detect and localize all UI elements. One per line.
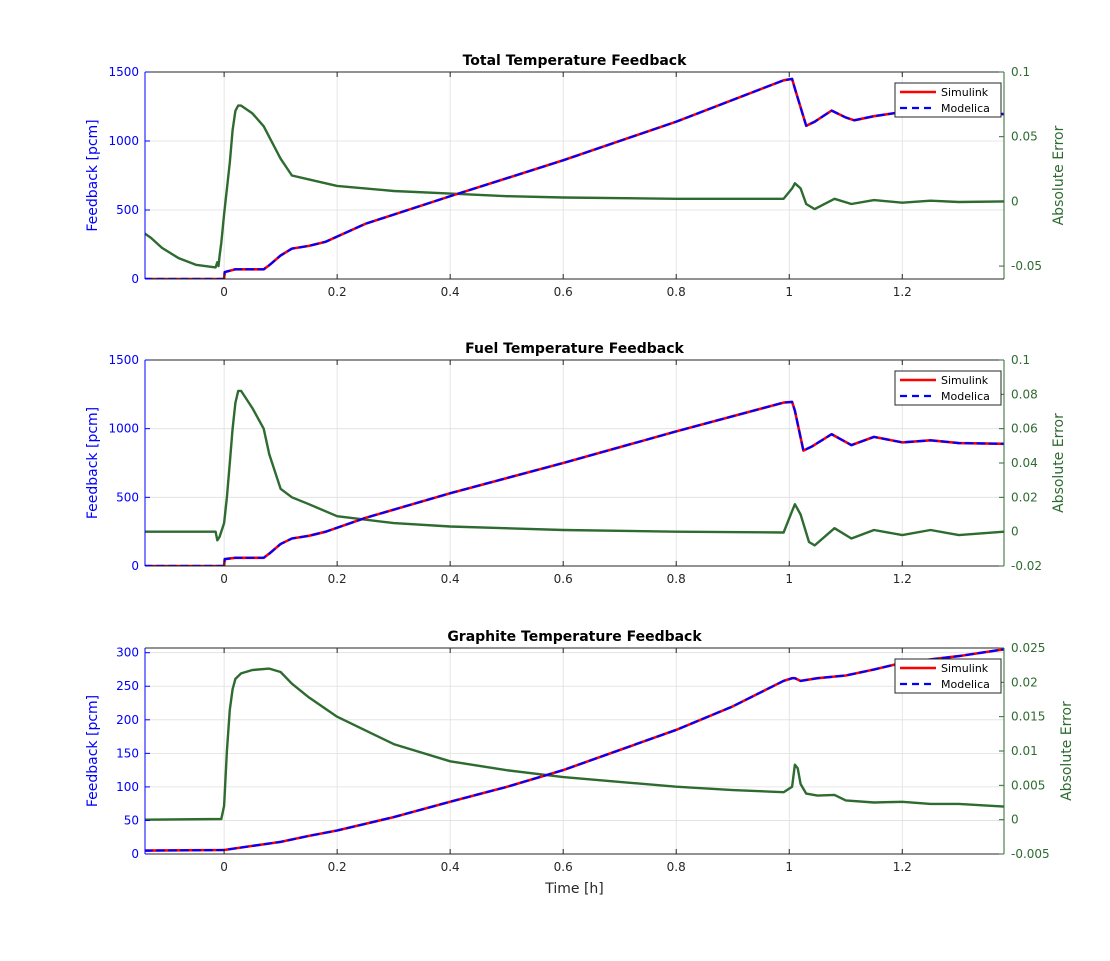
y-tick-label-left: 1500 <box>108 353 139 367</box>
y-tick-label-left: 50 <box>124 813 139 827</box>
y-tick-label-left: 0 <box>131 559 139 573</box>
x-tick-label: 0.8 <box>667 860 686 874</box>
y-tick-label-right: 0.04 <box>1011 456 1038 470</box>
y-tick-label-left: 500 <box>116 203 139 217</box>
y-axis-label-left: Feedback [pcm] <box>85 407 101 519</box>
x-tick-label: 0 <box>220 860 228 874</box>
y-tick-label-right: -0.005 <box>1011 847 1050 861</box>
plot-area <box>145 648 1004 854</box>
series-group <box>145 648 1004 852</box>
series-line-modelica <box>145 77 1004 279</box>
x-tick-label: 0 <box>220 285 228 299</box>
y-axis-label-left: Feedback [pcm] <box>85 119 101 231</box>
y-tick-label-right: 0 <box>1011 194 1019 208</box>
x-tick-label: 1 <box>785 285 793 299</box>
plot-area <box>145 72 1004 279</box>
x-tick-label: 0 <box>220 572 228 586</box>
y-tick-label-right: 0.05 <box>1011 130 1038 144</box>
y-tick-label-left: 1500 <box>108 65 139 79</box>
series-line-absolute-error <box>145 389 1004 547</box>
y-tick-label-left: 0 <box>131 272 139 286</box>
x-axis-label: Time [h] <box>544 881 604 897</box>
x-tick-label: 0.8 <box>667 572 686 586</box>
y-axis-label-left: Feedback [pcm] <box>85 695 101 807</box>
y-tick-label-right: 0 <box>1011 813 1019 827</box>
x-tick-label: 0.8 <box>667 285 686 299</box>
x-tick-label: 0.4 <box>441 572 460 586</box>
series-line-modelica <box>145 648 1004 852</box>
x-tick-label: 1.2 <box>893 860 912 874</box>
legend-label-simulink: Simulink <box>941 662 989 675</box>
x-tick-label: 0.4 <box>441 285 460 299</box>
series-group <box>145 77 1004 279</box>
legend-label-modelica: Modelica <box>941 390 990 403</box>
y-tick-label-left: 250 <box>116 679 139 693</box>
y-tick-label-right: 0.02 <box>1011 675 1038 689</box>
chart-panel-1: 0 0.2 0.4 0.6 0.8 1 1.2 0 500 1000 1500 -0.05 0 0.05 0… <box>85 53 1067 299</box>
x-tick-label: 0.4 <box>441 860 460 874</box>
legend: Simulink Modelica <box>894 82 1002 118</box>
y-tick-label-left: 1000 <box>108 134 139 148</box>
y-tick-label-left: 0 <box>131 847 139 861</box>
plot-area <box>145 360 1004 566</box>
y-tick-label-right: -0.05 <box>1011 259 1042 273</box>
y-tick-label-left: 200 <box>116 713 139 727</box>
series-line-modelica <box>145 400 1004 566</box>
y-tick-label-left: 500 <box>116 490 139 504</box>
y-tick-label-right: 0.005 <box>1011 778 1045 792</box>
legend-box <box>894 82 1002 118</box>
legend: Simulink Modelica <box>894 370 1002 406</box>
legend-box <box>894 370 1002 406</box>
x-tick-label: 0.2 <box>328 285 347 299</box>
legend-label-simulink: Simulink <box>941 374 989 387</box>
chart-title: Fuel Temperature Feedback <box>465 341 684 357</box>
y-tick-label-left: 300 <box>116 646 139 660</box>
legend-box <box>894 658 1002 694</box>
legend-label-modelica: Modelica <box>941 102 990 115</box>
y-tick-label-right: 0.08 <box>1011 387 1038 401</box>
y-tick-label-left: 100 <box>116 780 139 794</box>
x-tick-label: 1.2 <box>893 572 912 586</box>
x-tick-label: 0.2 <box>328 860 347 874</box>
y-tick-label-right: 0.02 <box>1011 490 1038 504</box>
x-tick-label: 0.6 <box>554 860 573 874</box>
y-axis-label-right: Absolute Error <box>1051 125 1067 225</box>
legend-label-simulink: Simulink <box>941 86 989 99</box>
x-tick-label: 0.6 <box>554 572 573 586</box>
x-tick-label: 0.2 <box>328 572 347 586</box>
legend-label-modelica: Modelica <box>941 678 990 691</box>
series-line-absolute-error <box>145 104 1004 269</box>
series-line-absolute-error <box>145 667 1004 821</box>
x-tick-label: 0.6 <box>554 285 573 299</box>
chart-title: Graphite Temperature Feedback <box>447 629 702 645</box>
y-tick-label-right: 0.025 <box>1011 641 1045 655</box>
y-tick-label-right: -0.02 <box>1011 559 1042 573</box>
chart-title: Total Temperature Feedback <box>463 53 687 69</box>
chart-panel-3: 0 0.2 0.4 0.6 0.8 1 1.2 0 50 100 150 200 250 300 -0.00… <box>85 629 1075 897</box>
x-tick-label: 1 <box>785 860 793 874</box>
legend: Simulink Modelica <box>894 658 1002 694</box>
x-tick-label: 1.2 <box>893 285 912 299</box>
y-tick-label-right: 0.1 <box>1011 65 1030 79</box>
series-group <box>145 389 1004 566</box>
y-tick-label-right: 0.1 <box>1011 353 1030 367</box>
y-tick-label-left: 150 <box>116 746 139 760</box>
y-tick-label-left: 1000 <box>108 422 139 436</box>
y-tick-label-right: 0 <box>1011 525 1019 539</box>
y-tick-label-right: 0.015 <box>1011 710 1045 724</box>
y-tick-label-right: 0.06 <box>1011 422 1038 436</box>
x-tick-label: 1 <box>785 572 793 586</box>
y-axis-label-right: Absolute Error <box>1059 701 1075 801</box>
y-axis-label-right: Absolute Error <box>1051 413 1067 513</box>
y-tick-label-right: 0.01 <box>1011 744 1038 758</box>
chart-panel-2: 0 0.2 0.4 0.6 0.8 1 1.2 0 500 1000 1500 -0.02 0 0.02 0… <box>85 341 1067 586</box>
